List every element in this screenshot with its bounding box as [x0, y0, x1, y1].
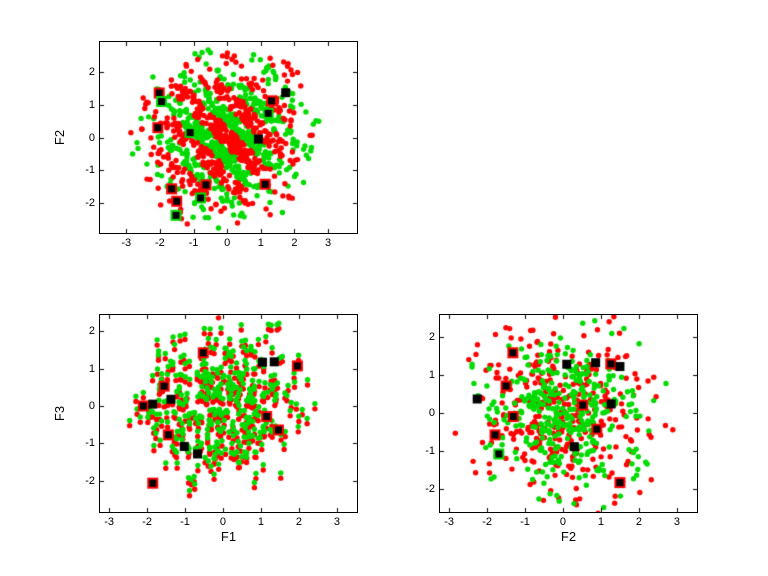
- y-tick-label: -2: [85, 196, 95, 209]
- y-tick-label: 2: [88, 325, 95, 338]
- scatter-canvas-f3-vs-f2: [440, 315, 697, 512]
- scatter-canvas-f2-vs-f1: [100, 42, 357, 233]
- x-axis-label-f2: F2: [560, 529, 577, 544]
- scatter-plot-f3-vs-f2: F2 -3 -2 -1 0 1 2 3 -2 -1 0 1 2: [425, 314, 698, 544]
- x-tick-label: -2: [142, 516, 152, 528]
- x-axis-label-f1: F1: [220, 529, 237, 544]
- scatter-plot-f2-vs-f1: F2 -3 -2 -1 0 1 2 3 -2 -1 0 1 2: [52, 41, 358, 249]
- y-tick-label: -1: [85, 164, 95, 177]
- y-tick-label: -2: [425, 483, 435, 496]
- y-tick-label: -1: [85, 437, 95, 450]
- x-tick-label: 3: [333, 516, 340, 528]
- x-tick-label: -1: [188, 237, 199, 249]
- y-tick-label: -1: [425, 445, 435, 458]
- x-tick-label: -3: [121, 237, 132, 249]
- x-tick-label: 0: [224, 237, 231, 249]
- x-tick-label: 2: [635, 516, 642, 528]
- y-tick-label: 1: [88, 362, 95, 375]
- x-tick-label: 1: [257, 516, 265, 528]
- x-tick-label: 1: [257, 237, 264, 249]
- x-tick-label: -2: [154, 237, 165, 249]
- x-tick-label: 1: [597, 516, 605, 528]
- x-tick-label: -1: [520, 516, 530, 528]
- x-tick-label: -3: [444, 516, 455, 528]
- scatter-canvas-f3-vs-f1: [100, 315, 357, 512]
- y-tick-label: 1: [428, 368, 435, 381]
- y-tick-label: 0: [88, 400, 95, 412]
- scatter-plot-f3-vs-f1: F3 F1 -3 -2 -1 0 1 2 3 -2 -1 0 1 2: [52, 314, 358, 544]
- y-tick-label: 1: [88, 98, 95, 111]
- x-tick-label: -2: [482, 516, 492, 528]
- y-tick-label: 0: [88, 131, 95, 144]
- x-tick-label: 3: [325, 237, 332, 249]
- y-tick-label: 0: [428, 407, 435, 420]
- x-tick-label: -3: [104, 516, 115, 528]
- x-tick-label: 2: [291, 237, 298, 249]
- y-tick-label: -2: [85, 474, 95, 487]
- y-tick-label: 2: [88, 66, 95, 79]
- x-tick-label: 3: [673, 516, 680, 528]
- x-tick-label: 0: [219, 516, 227, 528]
- x-tick-label: 0: [559, 516, 567, 528]
- x-tick-label: -1: [180, 516, 190, 528]
- x-tick-label: 2: [295, 516, 302, 528]
- y-tick-label: 2: [428, 330, 435, 343]
